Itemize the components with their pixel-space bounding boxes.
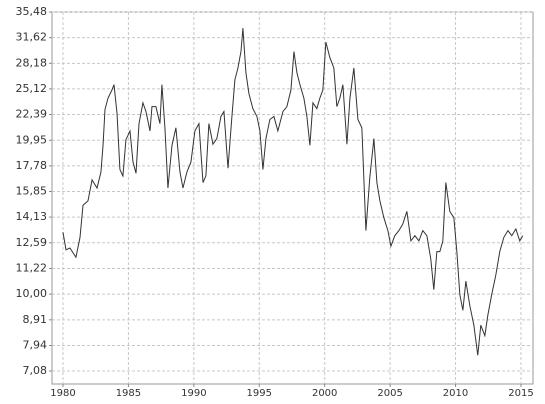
y-tick-label: 8,91	[23, 313, 48, 326]
x-tick-label: 2015	[508, 388, 533, 399]
y-tick-label: 12,59	[16, 236, 48, 249]
line-series	[62, 28, 524, 356]
y-tick-label: 10,00	[16, 287, 48, 300]
x-tick-label: 1990	[181, 388, 206, 399]
y-tick-label: 11,22	[16, 261, 48, 274]
x-tick-label: 2010	[443, 388, 468, 399]
y-tick-label: 25,12	[16, 82, 48, 95]
y-tick-label: 17,78	[16, 159, 48, 172]
y-tick-label: 35,48	[16, 5, 48, 18]
y-tick-label: 15,85	[16, 185, 48, 198]
y-tick-label: 7,94	[23, 339, 48, 352]
x-tick-label: 1980	[50, 388, 75, 399]
y-tick-label: 7,08	[23, 364, 48, 377]
x-tick-label: 1985	[116, 388, 141, 399]
x-tick-label: 2005	[377, 388, 402, 399]
y-tick-label: 22,39	[16, 108, 48, 121]
x-tick-label: 2000	[312, 388, 337, 399]
y-tick-label: 31,62	[16, 31, 48, 44]
y-tick-label: 19,95	[16, 133, 48, 146]
y-tick-label: 14,13	[16, 210, 48, 223]
x-tick-label: 1995	[247, 388, 272, 399]
y-tick-label: 28,18	[16, 56, 48, 69]
